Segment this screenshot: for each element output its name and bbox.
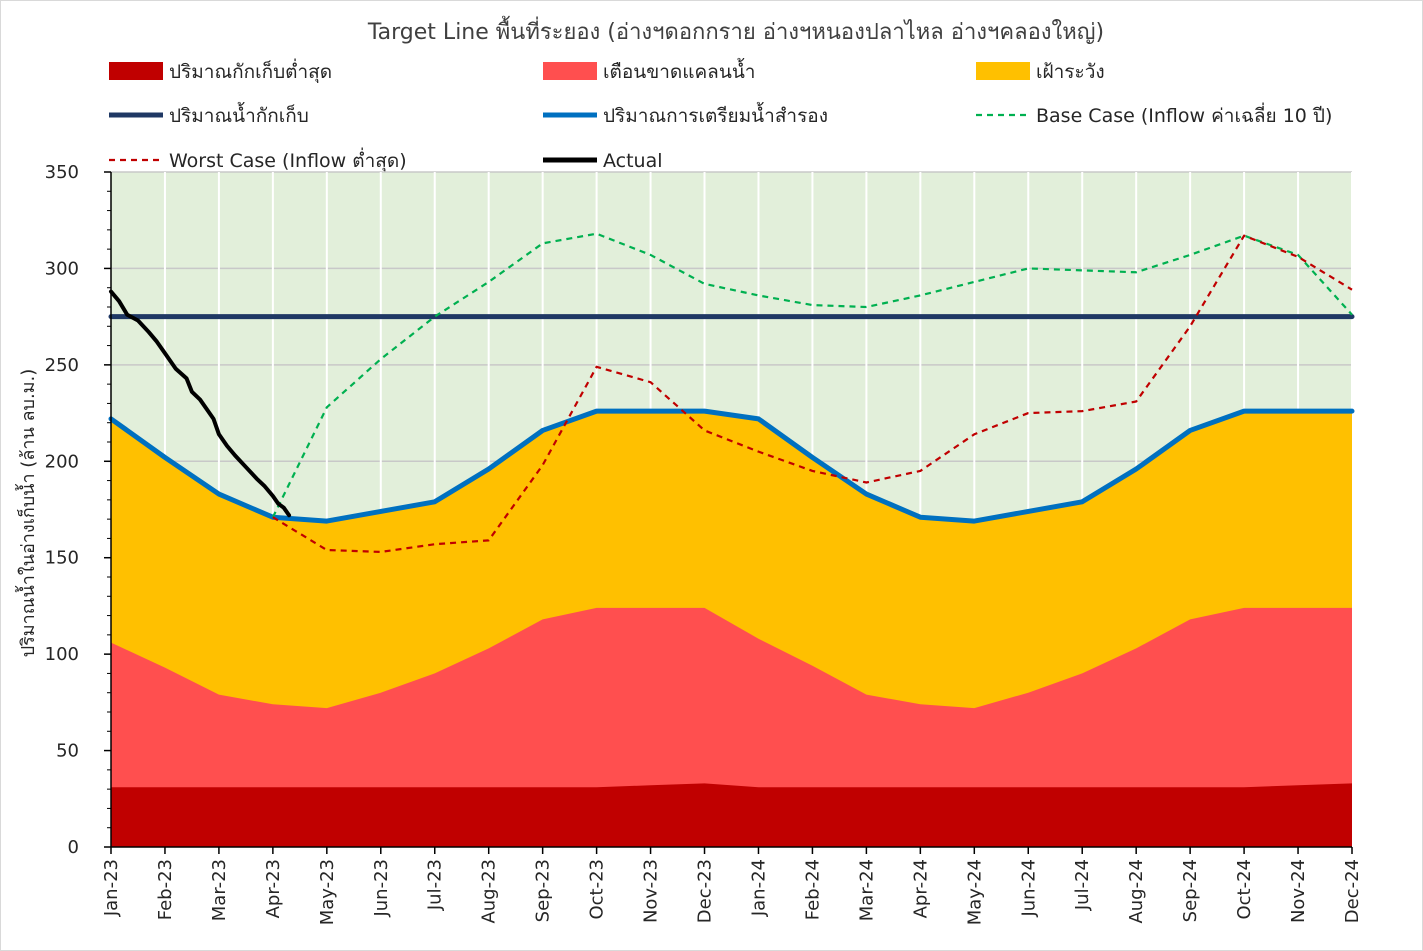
x-tick-label: Jan-23 [101,859,122,917]
x-tick-label: Oct-23 [587,859,608,920]
x-tick-label: Oct-24 [1234,859,1255,920]
x-tick-label: Apr-24 [910,859,931,918]
x-tick-label: Sep-23 [533,859,554,922]
legend-swatch [976,62,1030,80]
legend-label: Worst Case (Inflow ต่ำสุด) [169,147,407,173]
x-tick-label: Mar-23 [209,859,230,921]
axes: 0 50 100 150 200 250 300 350 Jan-23 Feb-23 Mar-23 A… [45,162,1363,925]
legend-swatch [109,62,163,80]
legend-label: ปริมาณน้ำกักเก็บ [169,102,309,127]
legend: ปริมาณกักเก็บต่ำสุด เตือนขาดแคลนน้ำ เฝ้าระ… [109,58,1332,173]
x-tick-label: May-24 [964,859,985,925]
x-tick-label: Nov-23 [641,859,662,923]
plot-area [108,171,1355,847]
y-tick-label: 50 [56,741,79,762]
x-tick-label: Jun-24 [1018,859,1039,918]
legend-swatch [543,62,597,80]
legend-label: Actual [603,150,663,172]
chart-title: Target Line พื้นที่ระยอง (อ่างฯดอกกราย อ… [367,16,1104,45]
y-tick-label: 150 [45,548,79,569]
y-tick-label: 350 [45,162,79,183]
x-tick-label: May-23 [317,859,338,925]
x-tick-label: Feb-24 [802,859,823,920]
x-tick-label: Apr-23 [263,859,284,918]
x-tick-label: Aug-24 [1126,859,1147,924]
x-tick-label: Jul-23 [425,859,446,911]
y-tick-label: 300 [45,258,79,279]
x-tick-label: Jun-23 [371,859,392,918]
legend-label: เตือนขาดแคลนน้ำ [603,58,755,83]
legend-label: ปริมาณกักเก็บต่ำสุด [169,58,332,84]
y-tick-label: 250 [45,355,79,376]
legend-label: เฝ้าระวัง [1036,61,1105,83]
x-tick-label: Jul-24 [1072,859,1093,911]
series-line-1 [108,408,1355,524]
x-tick-label: Jan-24 [748,859,769,917]
x-tick-label: Dec-24 [1342,859,1363,923]
y-tick-label: 100 [45,644,79,665]
area-c00000 [111,783,1352,847]
legend-label: Base Case (Inflow ค่าเฉลี่ย 10 ปี) [1036,102,1332,127]
x-tick-label: Sep-24 [1180,859,1201,922]
y-tick-label: 200 [45,451,79,472]
x-tick-label: Dec-23 [695,859,716,923]
legend-label: ปริมาณการเตรียมน้ำสำรอง [603,102,828,127]
y-axis-title: ปริมาณน้ำในอ่างเก็บน้ำ (ล้าน ลบ.ม.) [15,369,39,658]
x-tick-label: Feb-23 [155,859,176,920]
y-tick-label: 0 [68,837,79,858]
x-tick-label: Nov-24 [1288,859,1309,923]
x-tick-label: Aug-23 [479,859,500,924]
x-tick-label: Mar-24 [856,859,877,921]
